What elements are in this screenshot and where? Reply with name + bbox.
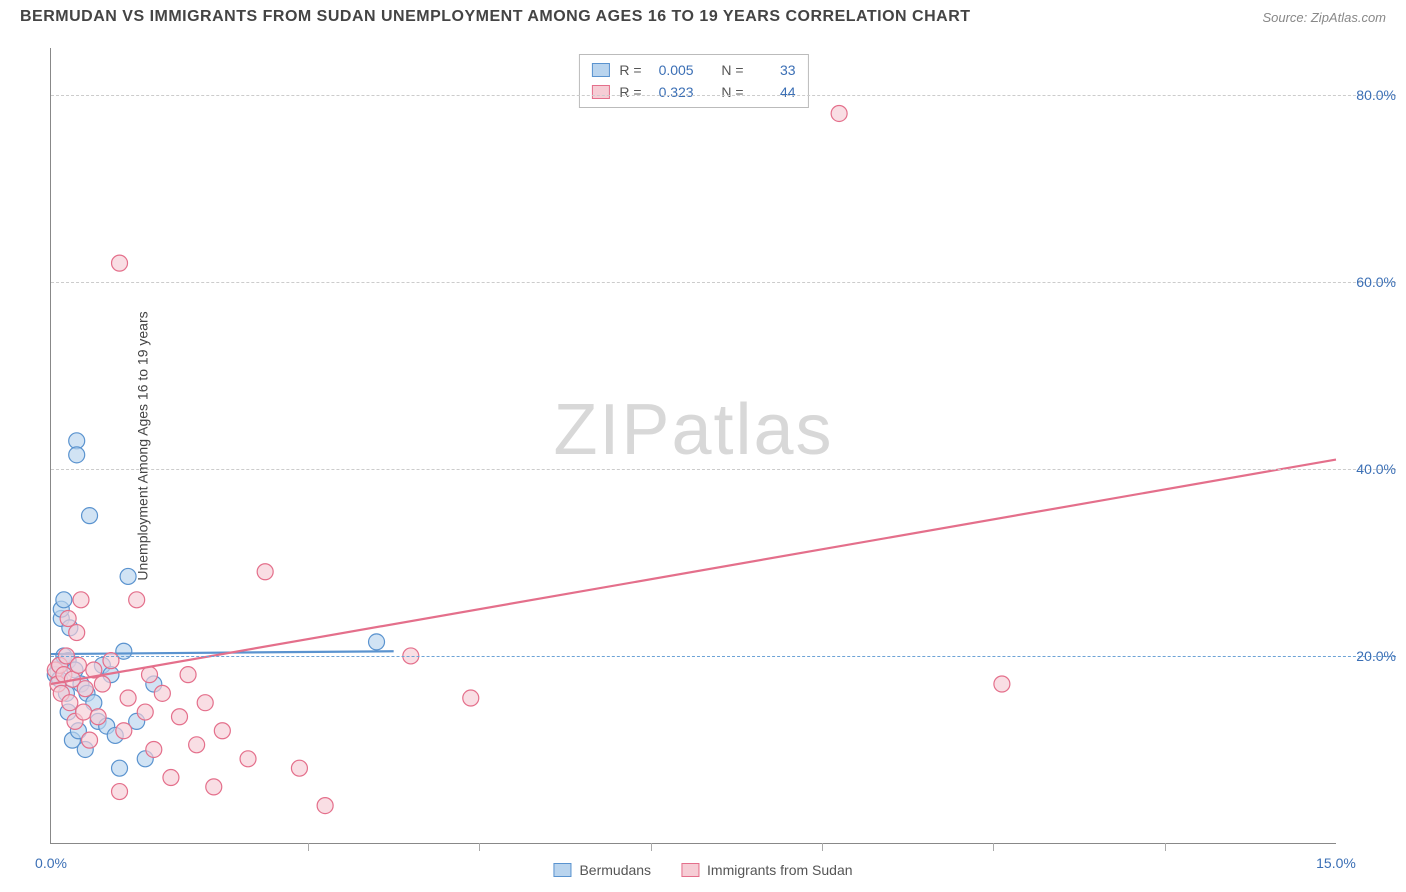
data-point <box>197 695 213 711</box>
y-tick-label: 40.0% <box>1344 461 1396 477</box>
data-point <box>214 723 230 739</box>
gridline-h <box>51 656 1396 657</box>
y-tick-label: 60.0% <box>1344 274 1396 290</box>
data-point <box>69 447 85 463</box>
data-point <box>257 564 273 580</box>
legend-item: Immigrants from Sudan <box>681 862 853 878</box>
legend-swatch <box>553 863 571 877</box>
data-point <box>82 732 98 748</box>
data-point <box>206 779 222 795</box>
data-point <box>82 508 98 524</box>
data-point <box>112 760 128 776</box>
x-minor-tick <box>993 843 994 851</box>
data-point <box>154 685 170 701</box>
data-point <box>369 634 385 650</box>
data-point <box>163 770 179 786</box>
source-label: Source: ZipAtlas.com <box>1262 10 1386 25</box>
data-point <box>994 676 1010 692</box>
gridline-h <box>51 95 1396 96</box>
legend-swatch <box>681 863 699 877</box>
data-point <box>120 690 136 706</box>
data-point <box>60 611 76 627</box>
gridline-h <box>51 469 1396 470</box>
x-minor-tick <box>479 843 480 851</box>
legend-item: Bermudans <box>553 862 651 878</box>
legend-label: Immigrants from Sudan <box>707 862 853 878</box>
x-minor-tick <box>308 843 309 851</box>
data-point <box>240 751 256 767</box>
data-point <box>172 709 188 725</box>
data-point <box>146 741 162 757</box>
data-point <box>76 704 92 720</box>
scatter-svg <box>51 48 1336 843</box>
y-tick-label: 20.0% <box>1344 648 1396 664</box>
chart-title: BERMUDAN VS IMMIGRANTS FROM SUDAN UNEMPL… <box>20 8 971 26</box>
data-point <box>62 695 78 711</box>
data-point <box>56 592 72 608</box>
x-minor-tick <box>651 843 652 851</box>
series-legend: Bermudans Immigrants from Sudan <box>553 862 852 878</box>
plot-area: ZIPatlas R =0.005 N =33R =0.323 N =44 20… <box>50 48 1336 844</box>
x-minor-tick <box>822 843 823 851</box>
data-point <box>129 592 145 608</box>
data-point <box>112 784 128 800</box>
data-point <box>77 681 93 697</box>
data-point <box>189 737 205 753</box>
data-point <box>120 568 136 584</box>
data-point <box>94 676 110 692</box>
trend-line <box>51 460 1336 684</box>
x-tick-label: 15.0% <box>1316 855 1356 871</box>
data-point <box>142 667 158 683</box>
data-point <box>291 760 307 776</box>
data-point <box>116 723 132 739</box>
data-point <box>112 255 128 271</box>
x-tick-label: 0.0% <box>35 855 67 871</box>
data-point <box>180 667 196 683</box>
data-point <box>70 657 86 673</box>
data-point <box>137 704 153 720</box>
data-point <box>463 690 479 706</box>
chart-header: BERMUDAN VS IMMIGRANTS FROM SUDAN UNEMPL… <box>0 0 1406 38</box>
data-point <box>317 798 333 814</box>
y-tick-label: 80.0% <box>1344 87 1396 103</box>
data-point <box>69 625 85 641</box>
data-point <box>90 709 106 725</box>
data-point <box>73 592 89 608</box>
x-minor-tick <box>1165 843 1166 851</box>
data-point <box>831 105 847 121</box>
gridline-h <box>51 282 1396 283</box>
legend-label: Bermudans <box>579 862 651 878</box>
